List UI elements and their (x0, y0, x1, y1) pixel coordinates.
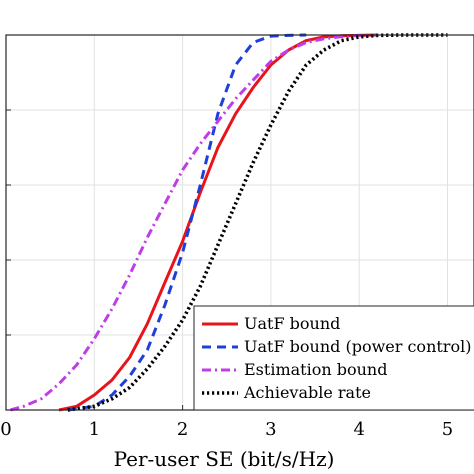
grid (5, 34, 474, 411)
series-line-1 (58, 33, 377, 412)
x-tick-label: 3 (265, 419, 276, 440)
series-layer (9, 33, 448, 412)
legend: UatF bound UatF bound (power control) Esti… (193, 305, 474, 411)
series-line-2 (67, 33, 307, 412)
x-tick-label: 5 (442, 419, 453, 440)
x-tick-label: 2 (177, 419, 188, 440)
legend-label: UatF bound (244, 314, 340, 333)
legend-label: Achievable rate (243, 383, 371, 402)
legend-box (193, 305, 474, 411)
legend-label: UatF bound (power control) (244, 337, 471, 356)
x-tick-label: 1 (89, 419, 100, 440)
x-tick-label: 0 (0, 419, 11, 440)
legend-label: Estimation bound (244, 360, 387, 379)
x-tick-label: 4 (353, 419, 364, 440)
series-line-4 (67, 33, 448, 412)
x-axis-label: Per-user SE (bit/s/Hz) (114, 447, 335, 471)
